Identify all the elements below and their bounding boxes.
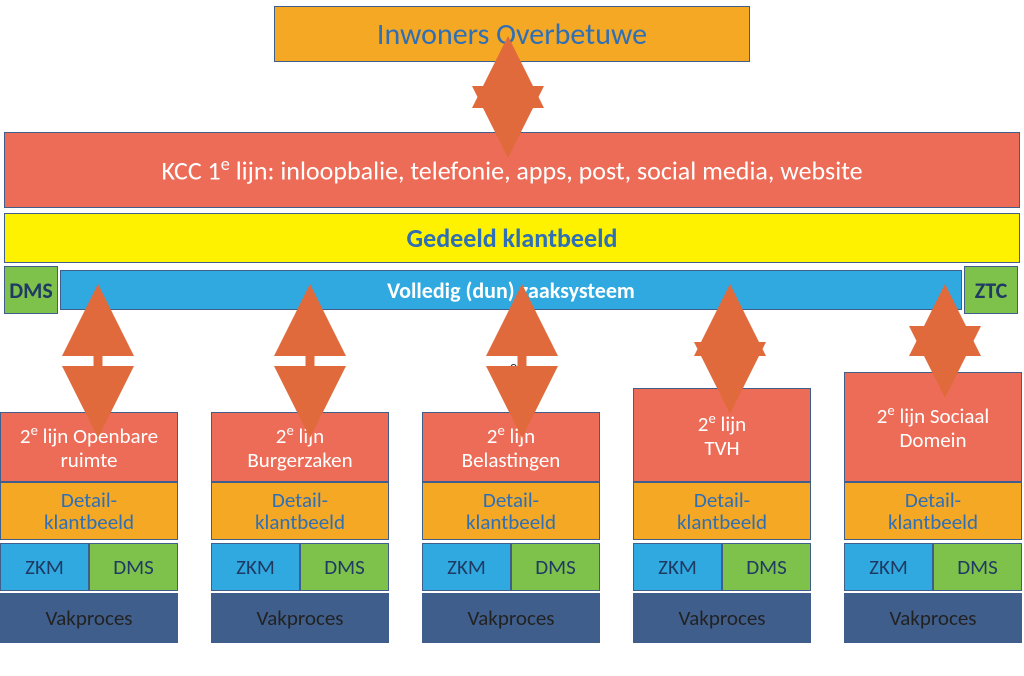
arrows-layer [0,0,1024,676]
